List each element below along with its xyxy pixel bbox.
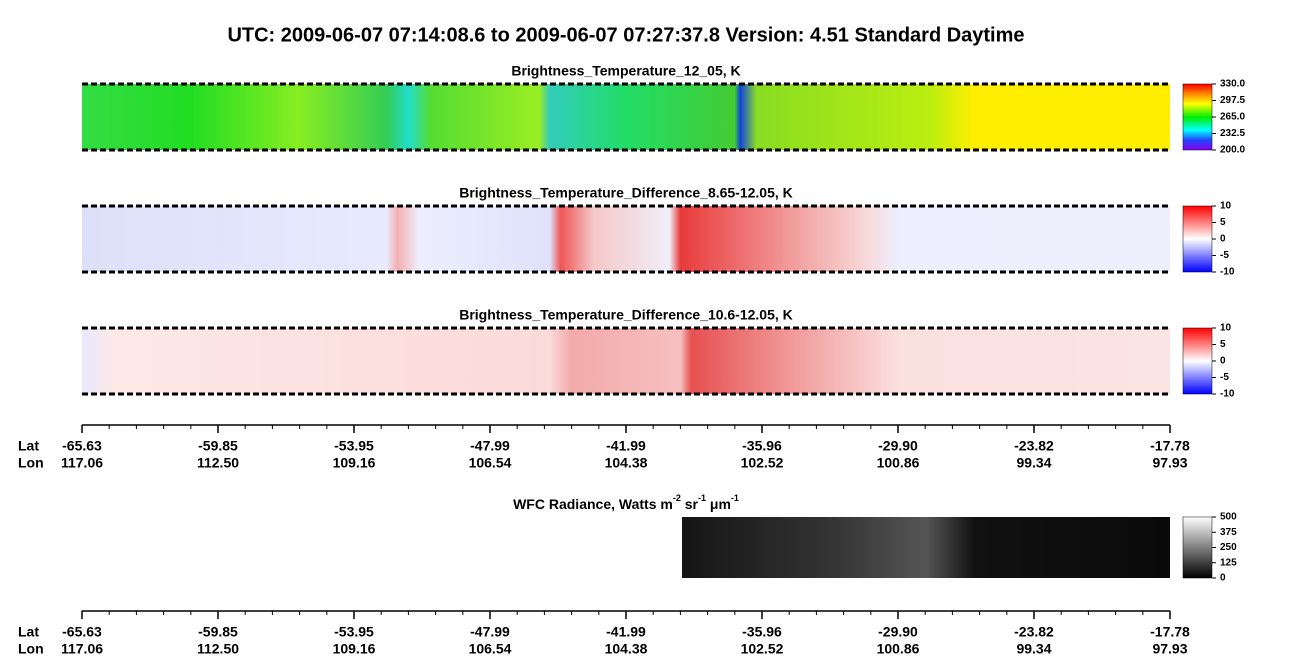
title-part: -1 — [731, 493, 739, 503]
colorbar-tick-label: 250 — [1220, 542, 1237, 553]
colorbar-tick-label: 200.0 — [1220, 145, 1245, 156]
colorbar-tick-label: -10 — [1220, 267, 1235, 278]
colorbar — [1182, 205, 1213, 273]
lat-tick-label: -41.99 — [606, 624, 646, 640]
lon-tick-label: 112.50 — [197, 641, 239, 657]
lat-tick-label: -59.85 — [198, 624, 238, 640]
panel-title: Brightness_Temperature_12_05, K — [511, 63, 740, 79]
title-part: μm — [706, 496, 731, 512]
colorbar-tick-label: 0 — [1220, 234, 1226, 245]
lat-tick-label: -29.90 — [878, 624, 918, 640]
colorbar-tick-label: 125 — [1220, 557, 1237, 568]
lat-tick-label: -65.63 — [62, 624, 102, 640]
lon-tick-label: 106.54 — [469, 455, 512, 471]
lat-tick-label: -17.78 — [1150, 438, 1190, 454]
title-part: sr — [681, 496, 699, 512]
colorbar-tick-label: 297.5 — [1220, 95, 1245, 106]
lat-tick-label: -53.95 — [334, 438, 374, 454]
lon-tick-label: 99.34 — [1016, 455, 1051, 471]
lon-label: Lon — [18, 455, 44, 471]
title-part: WFC Radiance, Watts m — [513, 496, 673, 512]
colorbar — [1182, 83, 1213, 151]
lat-tick-label: -47.99 — [470, 438, 510, 454]
colorbar-tick-label: 232.5 — [1220, 128, 1245, 139]
lon-tick-label: 104.38 — [605, 455, 648, 471]
colorbar-tick-label: -10 — [1220, 389, 1235, 400]
colorbar-tick-label: 5 — [1220, 217, 1226, 228]
lat-tick-label: -23.82 — [1014, 438, 1054, 454]
lon-tick-label: 97.93 — [1152, 641, 1187, 657]
lon-label: Lon — [18, 641, 44, 657]
lat-tick-label: -35.96 — [742, 624, 782, 640]
lon-tick-label: 100.86 — [877, 641, 920, 657]
colorbar-tick-label: 0 — [1220, 573, 1226, 584]
colorbar-tick-label: 375 — [1220, 527, 1237, 538]
lat-tick-label: -35.96 — [742, 438, 782, 454]
colorbar-tick-label: 10 — [1220, 323, 1232, 334]
lat-tick-label: -23.82 — [1014, 624, 1054, 640]
lon-tick-label: 100.86 — [877, 455, 920, 471]
lon-tick-label: 102.52 — [741, 641, 784, 657]
page-title: UTC: 2009-06-07 07:14:08.6 to 2009-06-07… — [227, 24, 1024, 46]
lon-tick-label: 117.06 — [61, 641, 103, 657]
colorbar-tick-label: -5 — [1220, 372, 1229, 383]
lon-tick-label: 109.16 — [333, 455, 376, 471]
lon-tick-label: 97.93 — [1152, 455, 1187, 471]
swath-image — [82, 206, 1170, 272]
lat-tick-label: -41.99 — [606, 438, 646, 454]
colorbar-tick-label: 265.0 — [1220, 112, 1245, 123]
title-part: -1 — [698, 493, 706, 503]
lat-tick-label: -65.63 — [62, 438, 102, 454]
lon-tick-label: 117.06 — [61, 455, 103, 471]
lat-tick-label: -53.95 — [334, 624, 374, 640]
lon-tick-label: 102.52 — [741, 455, 784, 471]
colorbar — [1182, 516, 1213, 579]
lat-label: Lat — [18, 438, 39, 454]
wfc-image — [682, 517, 1170, 578]
lon-tick-label: 104.38 — [605, 641, 648, 657]
lat-tick-label: -59.85 — [198, 438, 238, 454]
lon-tick-label: 99.34 — [1016, 641, 1051, 657]
panel-title: Brightness_Temperature_Difference_8.65-1… — [459, 185, 793, 201]
lat-tick-label: -17.78 — [1150, 624, 1190, 640]
colorbar-tick-label: 5 — [1220, 339, 1226, 350]
lat-tick-label: -47.99 — [470, 624, 510, 640]
lon-tick-label: 109.16 — [333, 641, 376, 657]
colorbar-tick-label: 10 — [1220, 201, 1232, 212]
swath-image — [82, 84, 1170, 150]
colorbar — [1182, 327, 1213, 395]
colorbar-tick-label: 500 — [1220, 512, 1237, 523]
lat-label: Lat — [18, 624, 39, 640]
title-part: -2 — [673, 493, 681, 503]
colorbar-tick-label: 330.0 — [1220, 79, 1245, 90]
lon-tick-label: 112.50 — [197, 455, 239, 471]
colorbar-tick-label: 0 — [1220, 356, 1226, 367]
swath-image — [82, 328, 1170, 394]
lon-tick-label: 106.54 — [469, 641, 512, 657]
lat-tick-label: -29.90 — [878, 438, 918, 454]
wfc-title: WFC Radiance, Watts m-2 sr-1 μm-1 — [513, 493, 739, 511]
colorbar-tick-label: -5 — [1220, 250, 1229, 261]
panel-title: Brightness_Temperature_Difference_10.6-1… — [459, 307, 793, 323]
